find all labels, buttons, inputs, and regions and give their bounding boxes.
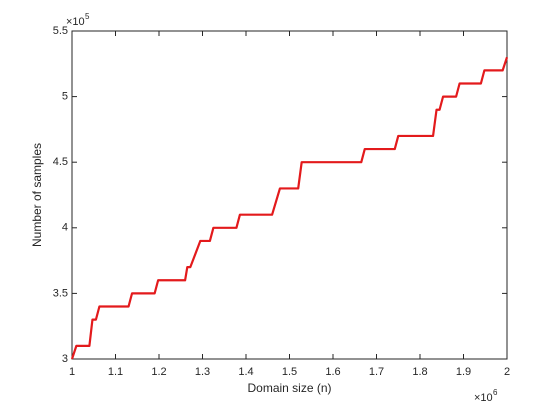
x-tick-label: 1.9	[456, 366, 471, 378]
x-exponent: 6	[493, 388, 498, 397]
x-tick-label: 1.8	[412, 366, 427, 378]
x-tick-label: 1.6	[325, 366, 340, 378]
y-multiplier: ×10	[66, 16, 85, 28]
x-tick-label: 1.5	[282, 366, 297, 378]
plot-area	[72, 31, 507, 359]
x-axis-label: Domain size (n)	[247, 381, 331, 395]
x-tick-label: 1.3	[195, 366, 210, 378]
x-multiplier: ×10	[474, 392, 493, 404]
y-exponent: 5	[85, 12, 90, 21]
y-tick-label: 5	[62, 91, 68, 103]
y-tick-label: 5.5	[53, 25, 68, 37]
x-tick-label: 1.2	[151, 366, 166, 378]
x-tick-label: 1	[69, 366, 75, 378]
data-line	[70, 56, 509, 360]
y-axis-label: Number of samples	[30, 143, 44, 247]
x-tick-label: 2	[504, 366, 510, 378]
axes-box	[71, 30, 508, 360]
x-tick-label: 1.7	[369, 366, 384, 378]
y-tick-label: 3	[62, 353, 68, 365]
x-tick-label: 1.4	[238, 366, 253, 378]
x-tick-label: 1.1	[108, 366, 123, 378]
y-tick-label: 4.5	[53, 156, 68, 168]
y-tick-label: 4	[62, 222, 68, 234]
y-tick-label: 3.5	[53, 287, 68, 299]
